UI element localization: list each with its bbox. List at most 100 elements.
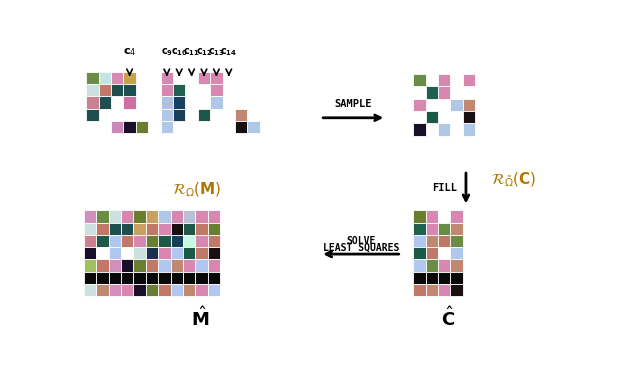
- Bar: [161, 71, 173, 84]
- Bar: [426, 272, 438, 284]
- Bar: [463, 123, 476, 135]
- Bar: [426, 235, 438, 247]
- Bar: [413, 247, 426, 260]
- Bar: [124, 84, 136, 96]
- Bar: [438, 260, 451, 272]
- Bar: [208, 284, 220, 296]
- Bar: [451, 284, 463, 296]
- Text: $\mathbf{c_{13}}$: $\mathbf{c_{13}}$: [208, 47, 225, 58]
- Bar: [146, 222, 158, 235]
- Bar: [183, 222, 195, 235]
- Bar: [426, 247, 438, 260]
- Bar: [134, 210, 146, 222]
- Bar: [208, 210, 220, 222]
- Bar: [171, 272, 183, 284]
- Text: $\hat{\mathbf{M}}$: $\hat{\mathbf{M}}$: [191, 306, 209, 330]
- Bar: [208, 235, 220, 247]
- Bar: [413, 74, 426, 86]
- Bar: [413, 235, 426, 247]
- Bar: [463, 74, 476, 86]
- Bar: [96, 222, 109, 235]
- Bar: [173, 84, 186, 96]
- Bar: [413, 123, 426, 135]
- Text: SAMPLE: SAMPLE: [335, 99, 372, 109]
- Bar: [121, 260, 134, 272]
- Bar: [109, 222, 121, 235]
- Bar: [121, 235, 134, 247]
- Bar: [96, 210, 109, 222]
- Bar: [413, 222, 426, 235]
- Text: $\mathbf{c_{12}}$: $\mathbf{c_{12}}$: [196, 47, 212, 58]
- Bar: [134, 222, 146, 235]
- Bar: [438, 210, 451, 222]
- Bar: [109, 235, 121, 247]
- Bar: [121, 247, 134, 260]
- Bar: [96, 272, 109, 284]
- Bar: [171, 210, 183, 222]
- Bar: [134, 272, 146, 284]
- Bar: [161, 96, 173, 109]
- Bar: [171, 222, 183, 235]
- Bar: [438, 123, 451, 135]
- Bar: [109, 284, 121, 296]
- Bar: [426, 222, 438, 235]
- Bar: [121, 272, 134, 284]
- Bar: [195, 272, 208, 284]
- Bar: [109, 272, 121, 284]
- Bar: [136, 121, 148, 133]
- Bar: [438, 272, 451, 284]
- Bar: [195, 235, 208, 247]
- Bar: [195, 247, 208, 260]
- Bar: [210, 71, 223, 84]
- Bar: [146, 210, 158, 222]
- Bar: [111, 71, 124, 84]
- Bar: [451, 235, 463, 247]
- Bar: [195, 210, 208, 222]
- Bar: [183, 284, 195, 296]
- Bar: [111, 121, 124, 133]
- Bar: [195, 222, 208, 235]
- Bar: [451, 272, 463, 284]
- Bar: [96, 260, 109, 272]
- Bar: [158, 272, 171, 284]
- Bar: [463, 99, 476, 111]
- Bar: [99, 96, 111, 109]
- Bar: [146, 272, 158, 284]
- Bar: [96, 235, 109, 247]
- Bar: [208, 222, 220, 235]
- Bar: [426, 86, 438, 99]
- Text: SOLVE: SOLVE: [346, 236, 376, 246]
- Bar: [438, 235, 451, 247]
- Bar: [426, 284, 438, 296]
- Bar: [413, 99, 426, 111]
- Bar: [413, 272, 426, 284]
- Bar: [208, 247, 220, 260]
- Bar: [146, 260, 158, 272]
- Text: $\mathcal{R}_{\Omega}(\mathbf{M})$: $\mathcal{R}_{\Omega}(\mathbf{M})$: [172, 180, 221, 199]
- Bar: [146, 235, 158, 247]
- Bar: [146, 247, 158, 260]
- Bar: [210, 84, 223, 96]
- Bar: [134, 284, 146, 296]
- Bar: [99, 71, 111, 84]
- Bar: [438, 247, 451, 260]
- Bar: [198, 109, 210, 121]
- Bar: [426, 111, 438, 123]
- Bar: [183, 235, 195, 247]
- Bar: [183, 260, 195, 272]
- Bar: [426, 260, 438, 272]
- Bar: [235, 121, 248, 133]
- Bar: [121, 210, 134, 222]
- Bar: [438, 86, 451, 99]
- Bar: [463, 111, 476, 123]
- Bar: [84, 284, 96, 296]
- Text: FILL: FILL: [432, 183, 457, 193]
- Bar: [438, 74, 451, 86]
- Text: $\mathbf{c_{14}}$: $\mathbf{c_{14}}$: [220, 47, 237, 58]
- Bar: [111, 84, 124, 96]
- Bar: [195, 260, 208, 272]
- Bar: [208, 272, 220, 284]
- Bar: [438, 284, 451, 296]
- Bar: [124, 121, 136, 133]
- Bar: [195, 284, 208, 296]
